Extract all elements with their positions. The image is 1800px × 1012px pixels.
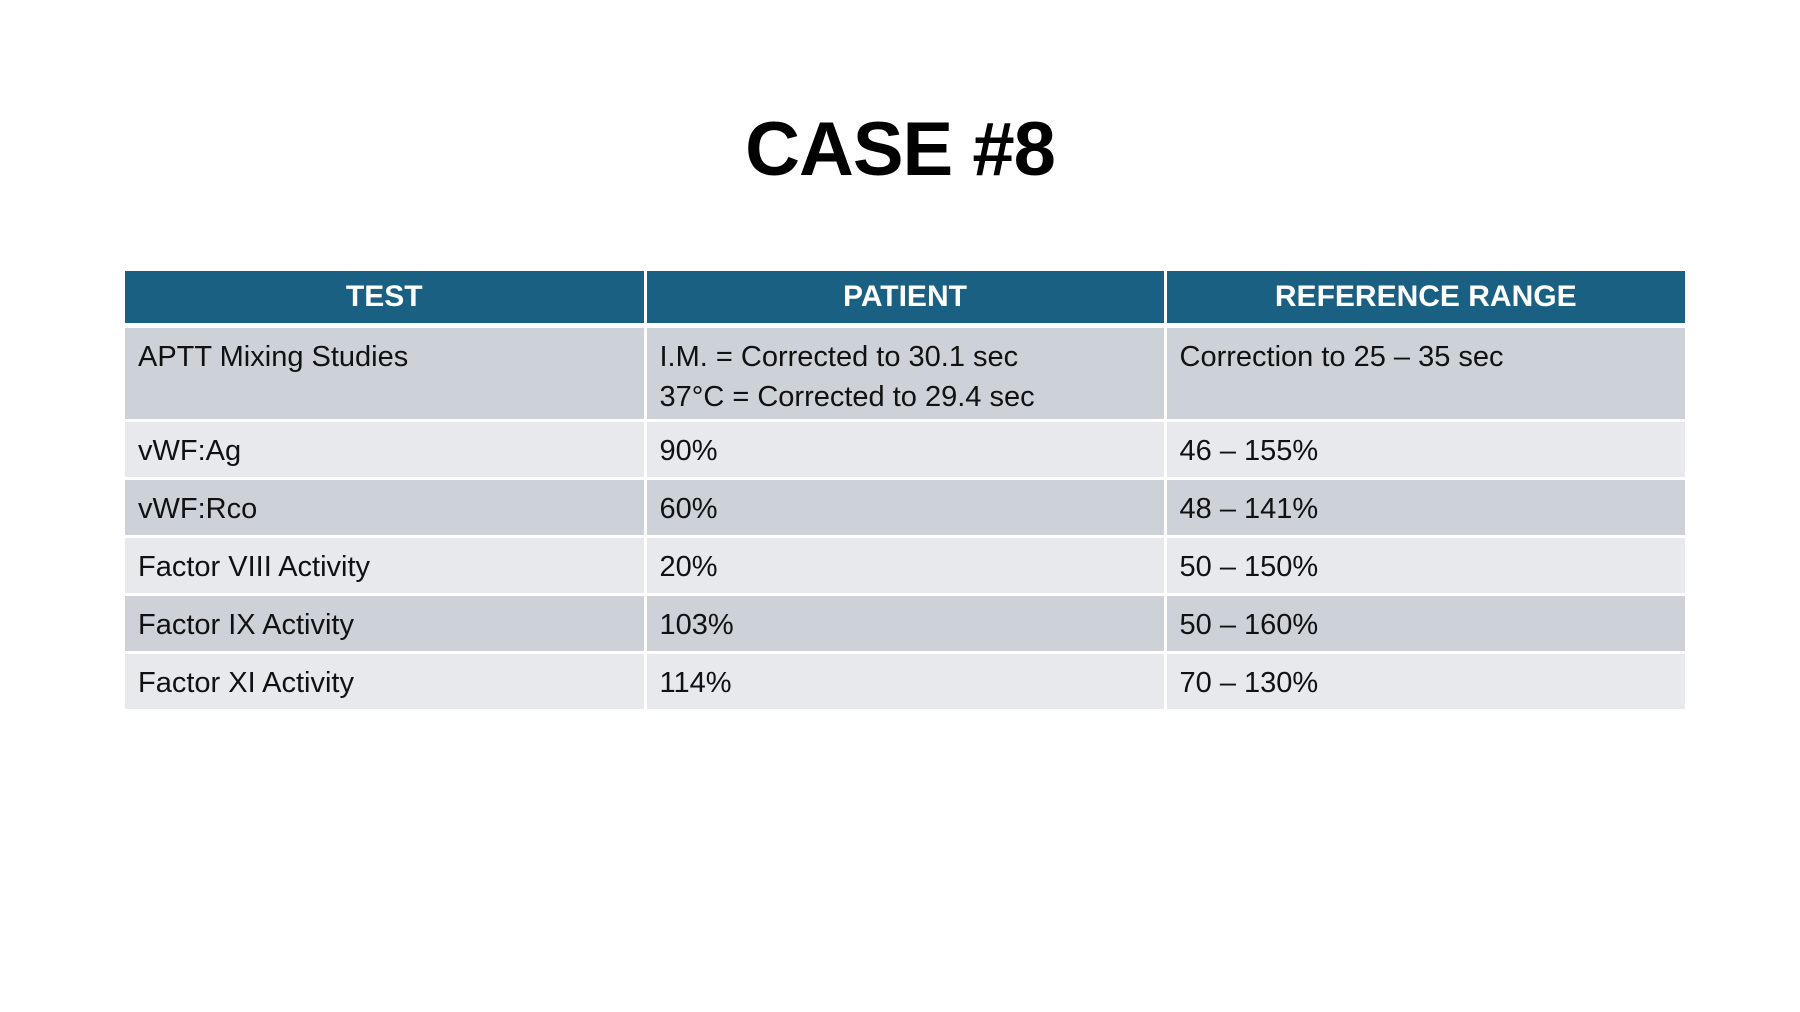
patient-value-cell: 90%	[645, 420, 1167, 480]
reference-range-cell: 70 – 130%	[1165, 652, 1685, 712]
reference-range-cell: 50 – 160%	[1165, 594, 1685, 654]
table-row: Factor IX Activity 103% 50 – 160%	[125, 594, 1685, 654]
table-row: Factor XI Activity 114% 70 – 130%	[125, 652, 1685, 712]
test-name-cell: vWF:Ag	[125, 420, 647, 480]
patient-value-cell: 60%	[645, 478, 1167, 538]
reference-range-cell: 46 – 155%	[1165, 420, 1685, 480]
reference-range-cell: 50 – 150%	[1165, 536, 1685, 596]
test-name-cell: Factor XI Activity	[125, 652, 647, 712]
header-test: TEST	[125, 271, 647, 328]
patient-value-cell: 20%	[645, 536, 1167, 596]
table-row: vWF:Ag 90% 46 – 155%	[125, 420, 1685, 480]
test-name-cell: vWF:Rco	[125, 478, 647, 538]
slide-title: CASE #8	[745, 107, 1056, 192]
reference-range-cell: Correction to 25 – 35 sec	[1165, 325, 1685, 422]
table-row: Factor VIII Activity 20% 50 – 150%	[125, 536, 1685, 596]
test-name-cell: Factor IX Activity	[125, 594, 647, 654]
table-row: APTT Mixing Studies I.M. = Corrected to …	[125, 325, 1685, 422]
table-row: vWF:Rco 60% 48 – 141%	[125, 478, 1685, 538]
patient-value-cell: 103%	[645, 594, 1167, 654]
header-reference-range: REFERENCE RANGE	[1165, 271, 1685, 328]
lab-results-table: TEST PATIENT REFERENCE RANGE APTT Mixing…	[125, 271, 1685, 712]
reference-range-cell: 48 – 141%	[1165, 478, 1685, 538]
header-patient: PATIENT	[645, 271, 1167, 328]
patient-value-cell: I.M. = Corrected to 30.1 sec 37°C = Corr…	[645, 325, 1167, 422]
patient-value-line: 37°C = Corrected to 29.4 sec	[659, 381, 1035, 413]
patient-value-cell: 114%	[645, 652, 1167, 712]
test-name-cell: Factor VIII Activity	[125, 536, 647, 596]
patient-value-line: I.M. = Corrected to 30.1 sec	[659, 341, 1019, 373]
test-name-cell: APTT Mixing Studies	[125, 325, 647, 422]
table-header-row: TEST PATIENT REFERENCE RANGE	[125, 271, 1685, 328]
